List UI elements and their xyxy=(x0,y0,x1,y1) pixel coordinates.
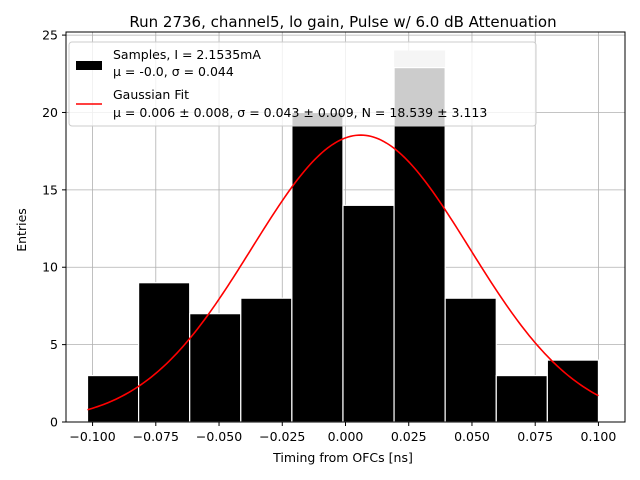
y-tick-label: 25 xyxy=(42,28,58,43)
chart-title: Run 2736, channel5, lo gain, Pulse w/ 6.… xyxy=(129,13,556,31)
x-tick-label: −0.050 xyxy=(196,429,242,444)
histogram-bar xyxy=(393,66,446,423)
legend-box xyxy=(68,41,537,127)
legend-histogram-swatch xyxy=(76,61,102,70)
x-axis-label: Timing from OFCs [ns] xyxy=(272,450,413,465)
histogram-bar xyxy=(240,297,293,423)
y-tick-label: 0 xyxy=(50,415,58,430)
x-tick-label: 0.075 xyxy=(517,429,553,444)
legend-fit-params: μ = 0.006 ± 0.008, σ = 0.043 ± 0.009, N … xyxy=(113,105,487,120)
x-tick-label: −0.075 xyxy=(133,429,179,444)
x-tick-label: 0.000 xyxy=(328,429,364,444)
histogram-bar xyxy=(189,313,242,423)
histogram-bar xyxy=(444,297,497,423)
y-tick-label: 10 xyxy=(42,260,58,275)
legend-histogram-label: Samples, I = 2.1535mA xyxy=(113,47,261,62)
histogram-bar xyxy=(495,374,548,423)
y-tick-label: 20 xyxy=(42,105,58,120)
x-axis-ticks: −0.100 −0.075 −0.050 −0.025 0.000 0.025 0.050 0… xyxy=(69,422,616,444)
x-tick-label: −0.025 xyxy=(259,429,305,444)
y-tick-label: 5 xyxy=(50,337,58,352)
histogram-bars xyxy=(86,66,600,423)
x-tick-label: −0.100 xyxy=(69,429,115,444)
histogram-bar xyxy=(137,282,191,423)
y-tick-label: 15 xyxy=(42,182,58,197)
histogram-bar xyxy=(342,204,395,423)
gaussian-fit-curve xyxy=(87,134,599,411)
histogram-bar xyxy=(291,111,344,423)
legend: Samples, I = 2.1535mA μ = -0.0, σ = 0.04… xyxy=(68,41,537,127)
y-axis-label: Entries xyxy=(14,208,29,252)
legend-fit-label: Gaussian Fit xyxy=(113,87,189,102)
legend-histogram-stats: μ = -0.0, σ = 0.044 xyxy=(113,64,234,79)
y-axis-ticks: 0 5 10 15 20 25 xyxy=(42,28,66,430)
x-tick-label: 0.025 xyxy=(391,429,427,444)
histogram-bar xyxy=(86,374,140,423)
x-tick-label: 0.100 xyxy=(581,429,617,444)
x-tick-label: 0.050 xyxy=(454,429,490,444)
